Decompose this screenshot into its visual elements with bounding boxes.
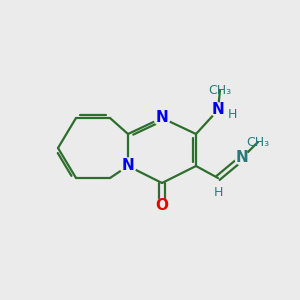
Text: CH₃: CH₃: [246, 136, 270, 148]
Circle shape: [120, 158, 136, 174]
Circle shape: [211, 103, 225, 117]
Text: N: N: [236, 151, 248, 166]
Circle shape: [154, 110, 170, 126]
Circle shape: [155, 199, 169, 213]
Text: N: N: [212, 103, 224, 118]
Text: CH₃: CH₃: [208, 83, 232, 97]
Circle shape: [235, 151, 249, 165]
Text: O: O: [155, 199, 169, 214]
Text: H: H: [227, 107, 237, 121]
Text: H: H: [213, 185, 223, 199]
Text: N: N: [122, 158, 134, 173]
Text: N: N: [156, 110, 168, 125]
